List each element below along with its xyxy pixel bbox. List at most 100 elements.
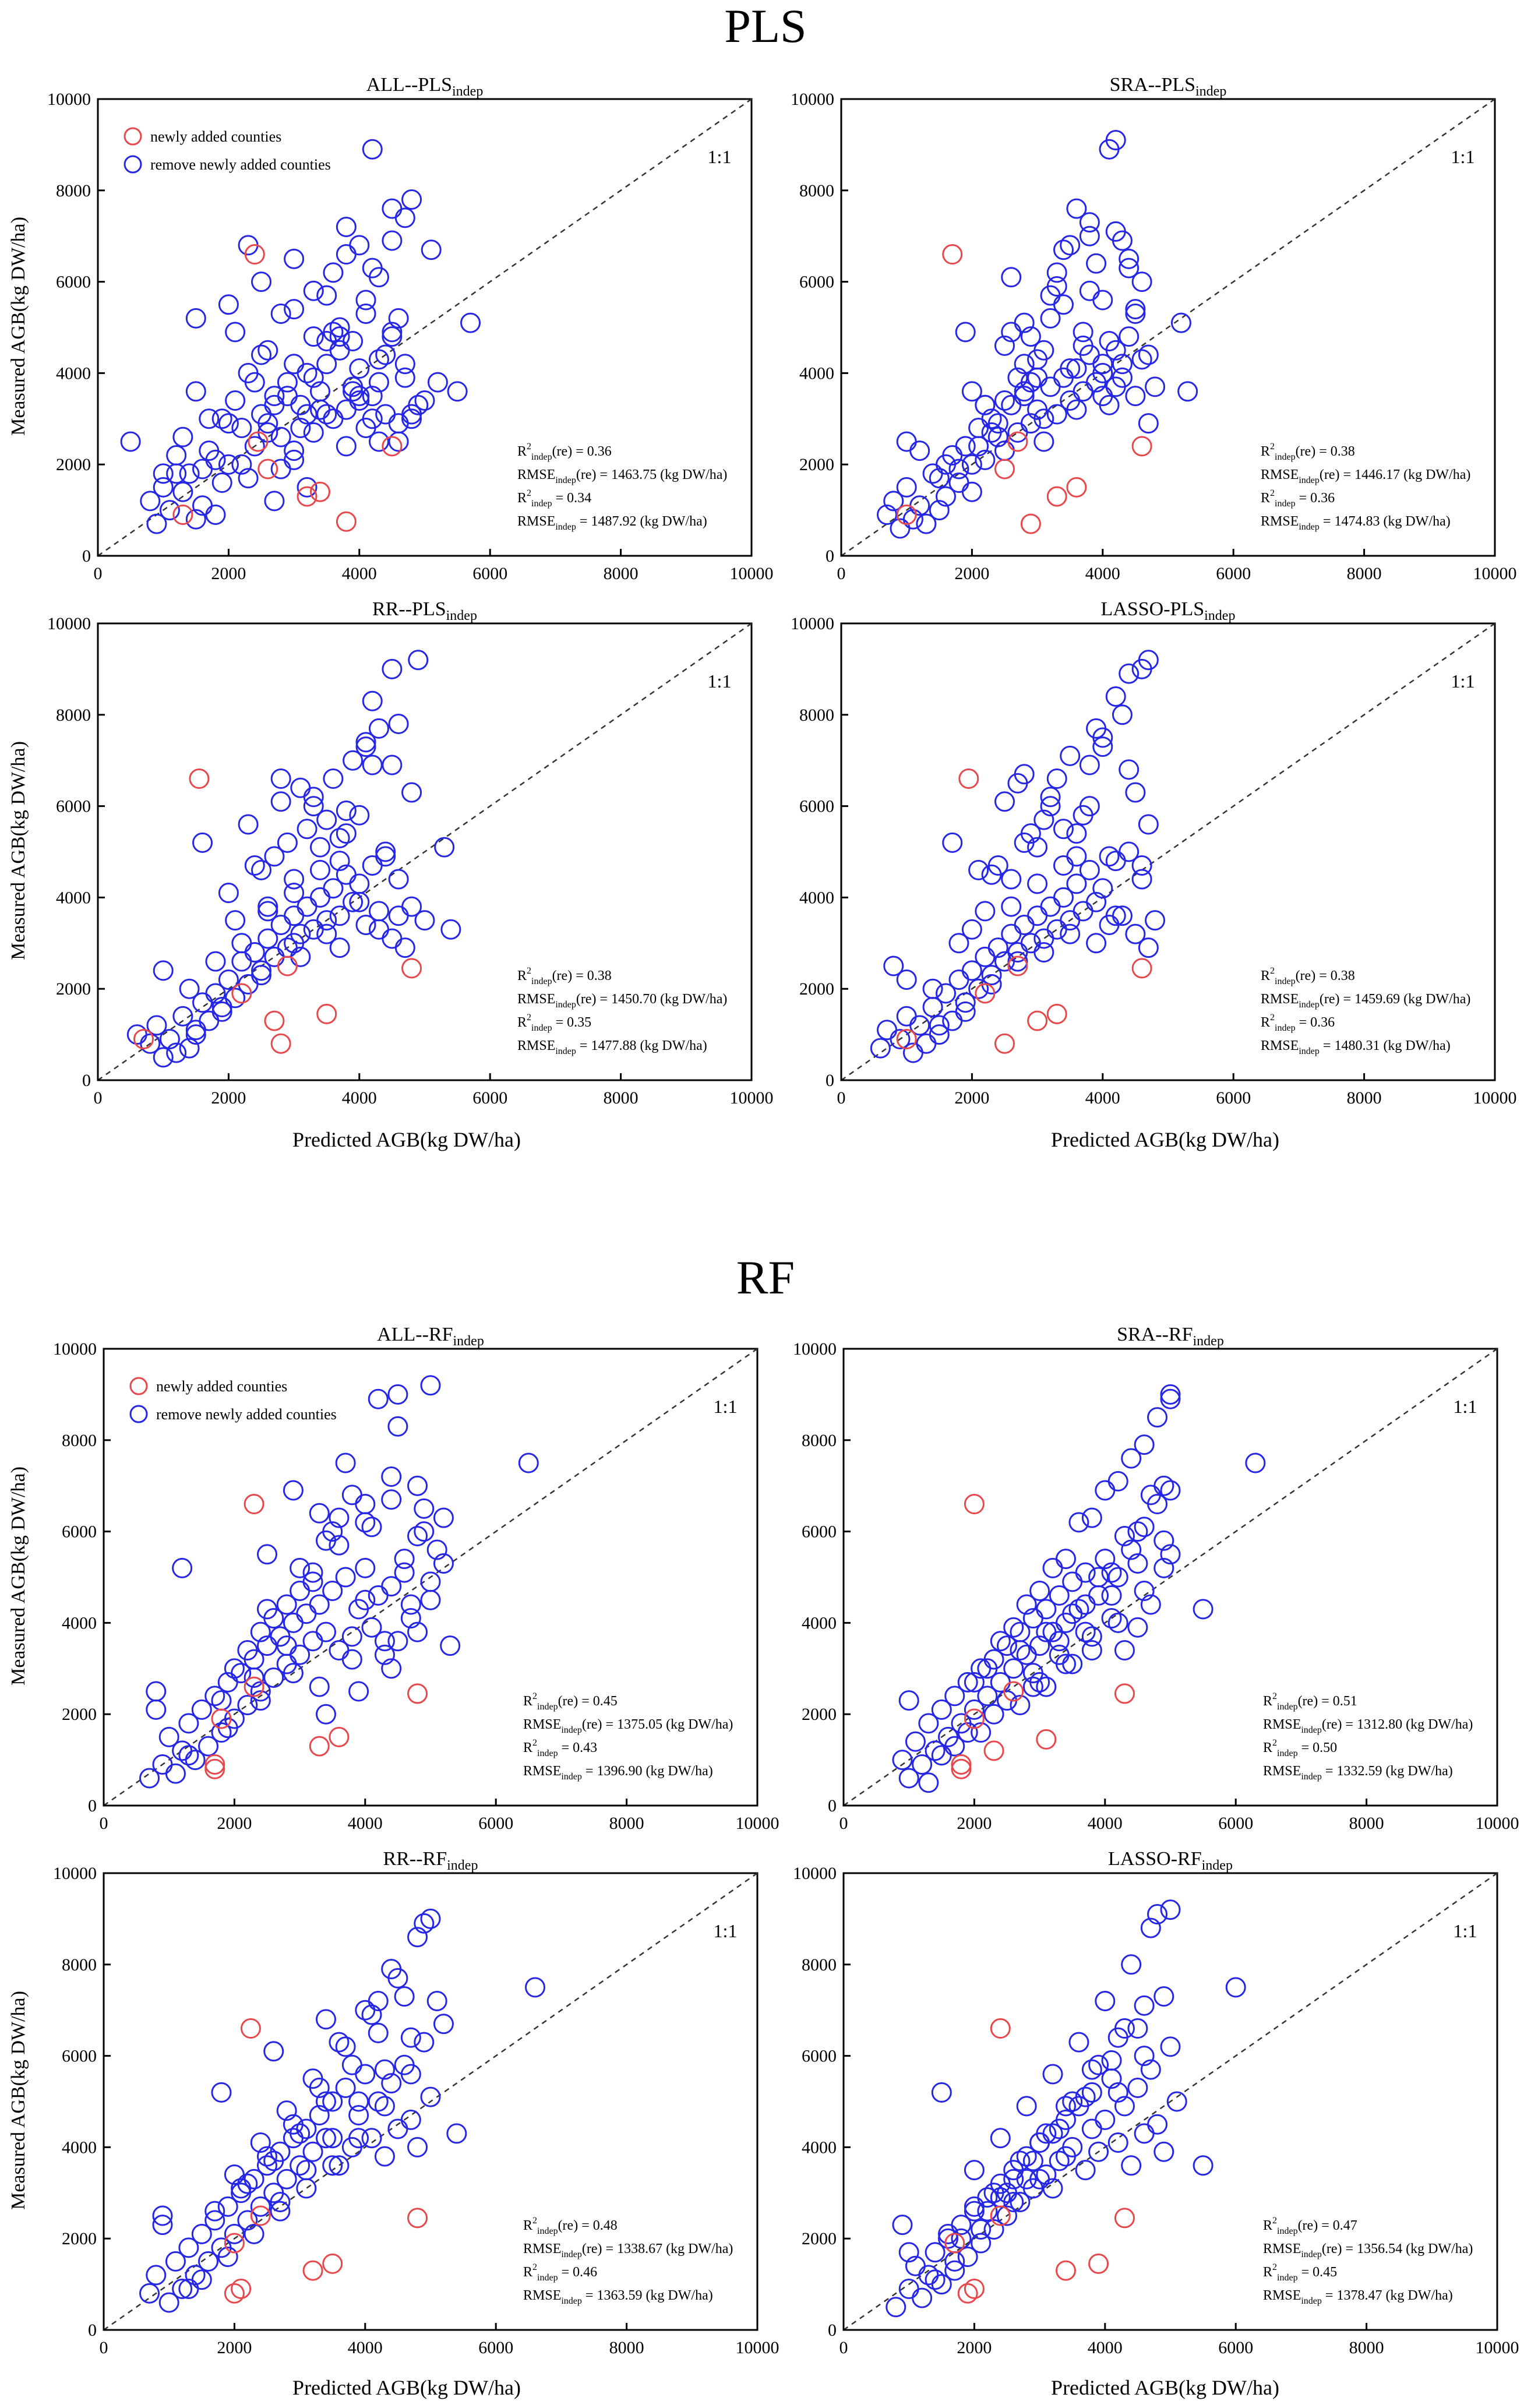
point-removed — [382, 230, 403, 251]
point-removed — [322, 1521, 343, 1542]
point-removed — [987, 937, 1008, 958]
point-removed — [309, 1594, 330, 1615]
point-removed — [343, 891, 364, 912]
point-removed — [518, 1452, 539, 1473]
chart-panel: 1:1 0 2000 4000 6000 8000 10000 0 2000 4000 6000 80… — [47, 74, 774, 583]
point-removed — [270, 768, 291, 789]
point-added — [1055, 2260, 1076, 2281]
point-added — [964, 1494, 985, 1515]
point-removed — [1036, 2123, 1057, 2144]
scatter-panels: 1:1 0 2000 4000 6000 8000 10000 0 2000 4000 6000 80… — [47, 74, 1519, 2357]
point-added — [224, 2233, 245, 2254]
x-tick-label: 0 — [100, 1814, 108, 1833]
point-removed — [270, 426, 291, 447]
point-removed — [1153, 2141, 1174, 2162]
point-removed — [244, 436, 265, 457]
legend-marker-added — [124, 127, 142, 146]
point-removed — [284, 248, 305, 269]
point-added — [382, 436, 403, 457]
point-removed — [315, 2009, 336, 2030]
point-removed — [244, 2223, 264, 2244]
point-removed — [961, 481, 982, 502]
point-removed — [997, 2205, 1017, 2226]
point-removed — [388, 413, 409, 434]
point-removed — [172, 1557, 193, 1578]
point-removed — [421, 239, 442, 260]
point-removed — [922, 978, 943, 999]
point-removed — [237, 1695, 258, 1716]
point-removed — [1086, 253, 1107, 274]
y-tick-label: 4000 — [62, 2138, 97, 2157]
point-removed — [349, 386, 370, 407]
point-removed — [1079, 225, 1100, 246]
plot-frame — [842, 1348, 1498, 1807]
stat-line: RMSEindep = 1396.90 (kg DW/ha) — [523, 1764, 713, 1782]
point-removed — [158, 2292, 179, 2313]
point-removed — [400, 2027, 421, 2048]
y-tick-label: 6000 — [799, 797, 834, 816]
y-tick-label: 10000 — [47, 90, 91, 109]
point-removed — [1081, 1507, 1102, 1528]
point-removed — [140, 491, 161, 512]
point-removed — [153, 1047, 174, 1068]
point-removed — [1131, 349, 1152, 370]
stat-line: R2indep = 0.43 — [523, 1738, 597, 1758]
point-removed — [388, 308, 409, 329]
point-removed — [1036, 2164, 1057, 2185]
point-removed — [407, 1525, 428, 1546]
point-removed — [146, 1015, 167, 1036]
ylabel-rf-bottom: Measured AGB(kg DW/ha) — [8, 1991, 29, 2210]
point-removed — [1107, 2082, 1128, 2103]
point-removed — [1040, 285, 1061, 306]
point-removed — [1014, 832, 1035, 853]
point-removed — [185, 2265, 206, 2286]
point-added — [1066, 477, 1087, 498]
point-removed — [1121, 1448, 1142, 1469]
point-removed — [1040, 308, 1061, 329]
stat-line: R2indep(re) = 0.38 — [1261, 442, 1355, 462]
stat-line: RMSEindep = 1363.59 (kg DW/ha) — [523, 2288, 713, 2306]
point-removed — [349, 891, 370, 912]
point-removed — [323, 262, 344, 283]
point-removed — [957, 1672, 978, 1693]
point-removed — [1145, 376, 1166, 397]
point-removed — [322, 1581, 343, 1602]
point-removed — [375, 841, 396, 862]
point-removed — [257, 413, 278, 434]
stat-line: RMSEindep(re) = 1463.75 (kg DW/ha) — [517, 467, 727, 485]
point-added — [244, 1676, 264, 1697]
y-tick-label: 8000 — [62, 1955, 97, 1975]
point-removed — [218, 454, 239, 475]
point-removed — [1020, 413, 1041, 434]
x-tick-label: 0 — [839, 1814, 848, 1833]
point-removed — [1081, 1640, 1102, 1660]
point-added — [407, 2208, 428, 2229]
point-removed — [1134, 1581, 1155, 1602]
y-tick-label: 0 — [88, 1796, 97, 1815]
chart-panel: 1:1 0 2000 4000 6000 8000 10000 0 2000 4000 6000 80… — [791, 74, 1517, 583]
y-tick-label: 8000 — [56, 181, 91, 200]
point-removed — [139, 1768, 160, 1789]
panel-title-subscript: indep — [1193, 1334, 1224, 1349]
point-removed — [918, 1713, 939, 1734]
point-removed — [1016, 2146, 1037, 2167]
point-removed — [185, 381, 206, 402]
point-removed — [257, 2155, 277, 2176]
x-tick-label: 4000 — [1088, 2338, 1123, 2357]
point-removed — [1193, 2155, 1213, 2176]
point-removed — [309, 1503, 330, 1524]
y-tick-label: 2000 — [56, 455, 91, 474]
point-removed — [1160, 2036, 1181, 2057]
point-removed — [1140, 2059, 1161, 2080]
point-removed — [368, 267, 389, 288]
point-removed — [1138, 344, 1159, 365]
chart-panel: 1:1 0 2000 4000 6000 8000 10000 0 2000 4000 6000 80… — [793, 1848, 1519, 2357]
point-removed — [394, 937, 415, 958]
point-removed — [909, 440, 930, 461]
point-removed — [870, 1038, 891, 1059]
stat-line: R2indep = 0.36 — [1261, 488, 1335, 509]
point-removed — [251, 960, 271, 981]
point-removed — [355, 1557, 376, 1578]
point-removed — [309, 2105, 330, 2126]
point-removed — [936, 454, 957, 475]
